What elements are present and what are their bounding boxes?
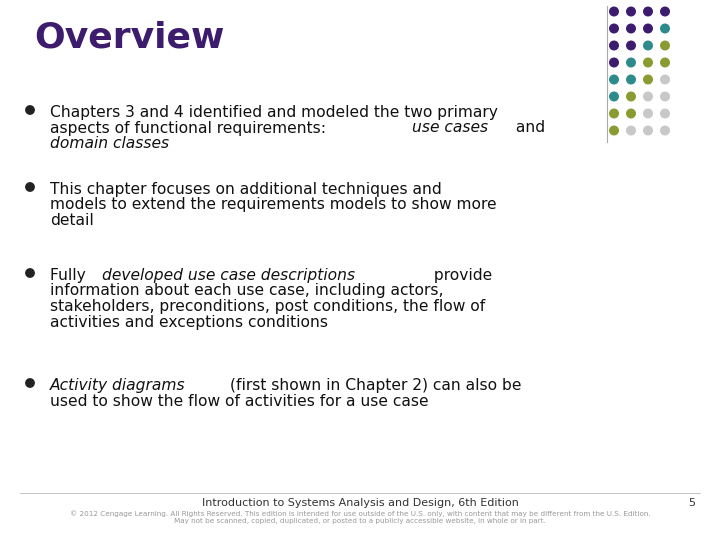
Circle shape xyxy=(626,75,635,84)
Circle shape xyxy=(661,92,670,101)
Text: stakeholders, preconditions, post conditions, the flow of: stakeholders, preconditions, post condit… xyxy=(50,299,485,314)
Circle shape xyxy=(610,24,618,33)
Text: used to show the flow of activities for a use case: used to show the flow of activities for … xyxy=(50,394,428,408)
Circle shape xyxy=(644,92,652,101)
Circle shape xyxy=(610,58,618,67)
Circle shape xyxy=(644,109,652,118)
Circle shape xyxy=(661,24,670,33)
Text: and: and xyxy=(510,120,545,136)
Text: Fully: Fully xyxy=(50,268,91,283)
Circle shape xyxy=(661,58,670,67)
Circle shape xyxy=(644,75,652,84)
Text: models to extend the requirements models to show more: models to extend the requirements models… xyxy=(50,198,497,213)
Text: Overview: Overview xyxy=(34,20,225,54)
Circle shape xyxy=(626,7,635,16)
Circle shape xyxy=(626,41,635,50)
Circle shape xyxy=(644,126,652,135)
Circle shape xyxy=(661,41,670,50)
Circle shape xyxy=(610,109,618,118)
Text: (first shown in Chapter 2) can also be: (first shown in Chapter 2) can also be xyxy=(225,378,521,393)
Circle shape xyxy=(644,7,652,16)
Text: This chapter focuses on additional techniques and: This chapter focuses on additional techn… xyxy=(50,182,442,197)
Circle shape xyxy=(644,41,652,50)
Text: detail: detail xyxy=(50,213,94,228)
Circle shape xyxy=(661,7,670,16)
Text: use cases: use cases xyxy=(413,120,489,136)
Circle shape xyxy=(610,75,618,84)
Circle shape xyxy=(626,24,635,33)
Text: information about each use case, including actors,: information about each use case, includi… xyxy=(50,284,444,299)
Circle shape xyxy=(626,58,635,67)
Circle shape xyxy=(26,379,35,387)
Text: Activity diagrams: Activity diagrams xyxy=(50,378,186,393)
Circle shape xyxy=(661,126,670,135)
Circle shape xyxy=(626,92,635,101)
Text: © 2012 Cengage Learning. All Rights Reserved. This edition is intended for use o: © 2012 Cengage Learning. All Rights Rese… xyxy=(70,510,650,524)
Circle shape xyxy=(644,58,652,67)
Text: domain classes: domain classes xyxy=(50,136,169,151)
Circle shape xyxy=(26,183,35,191)
Circle shape xyxy=(26,106,35,114)
Circle shape xyxy=(610,41,618,50)
Circle shape xyxy=(610,92,618,101)
Text: provide: provide xyxy=(429,268,492,283)
Circle shape xyxy=(26,269,35,277)
Circle shape xyxy=(610,7,618,16)
Text: 5: 5 xyxy=(688,498,695,508)
Circle shape xyxy=(626,126,635,135)
Circle shape xyxy=(626,109,635,118)
Circle shape xyxy=(644,24,652,33)
Text: activities and exceptions conditions: activities and exceptions conditions xyxy=(50,314,328,329)
Text: Introduction to Systems Analysis and Design, 6th Edition: Introduction to Systems Analysis and Des… xyxy=(202,498,518,508)
Circle shape xyxy=(610,126,618,135)
Text: developed use case descriptions: developed use case descriptions xyxy=(102,268,356,283)
Circle shape xyxy=(661,109,670,118)
Text: Chapters 3 and 4 identified and modeled the two primary: Chapters 3 and 4 identified and modeled … xyxy=(50,105,498,120)
Circle shape xyxy=(661,75,670,84)
Text: aspects of functional requirements:: aspects of functional requirements: xyxy=(50,120,331,136)
